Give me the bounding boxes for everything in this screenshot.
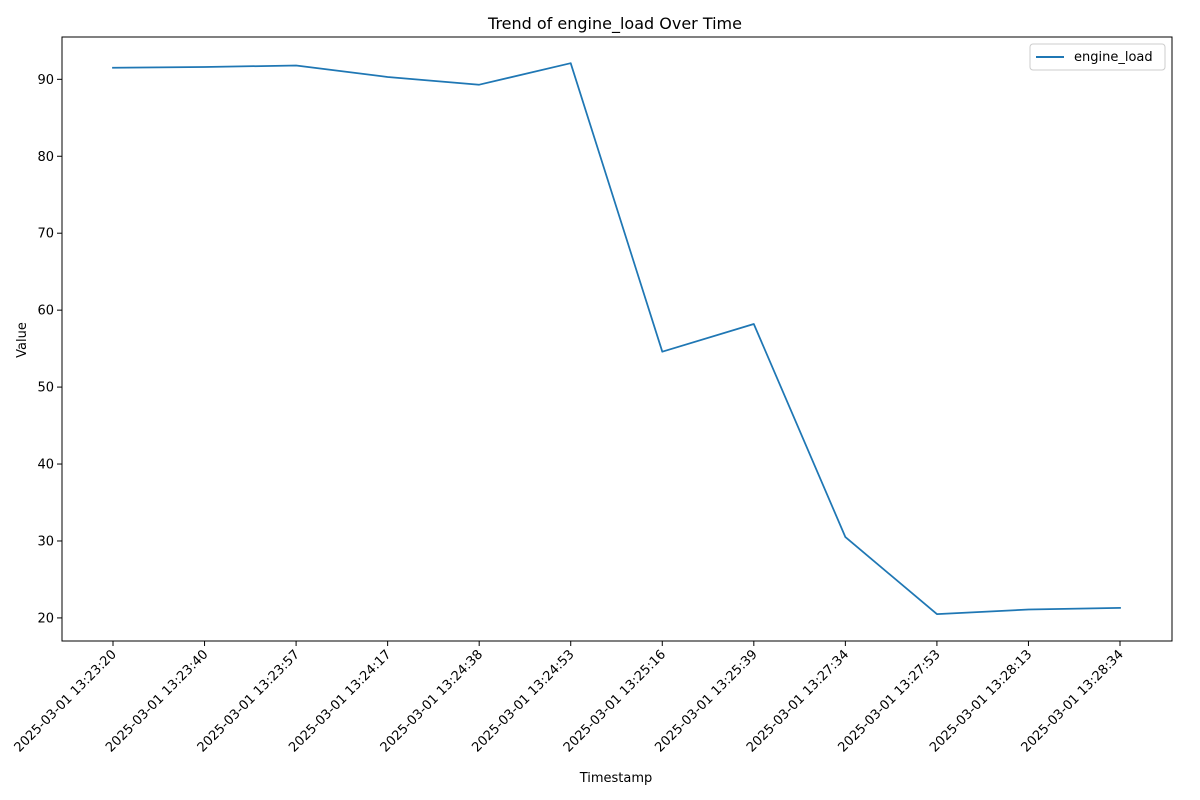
x-tick-label: 2025-03-01 13:24:17 [286, 647, 394, 755]
x-tick-label: 2025-03-01 13:28:13 [927, 647, 1035, 755]
y-tick-label: 90 [37, 73, 54, 88]
x-tick-label: 2025-03-01 13:24:53 [469, 647, 577, 755]
y-tick-label: 40 [37, 458, 54, 473]
y-axis-label: Value [15, 322, 30, 358]
series-layer [112, 62, 1121, 615]
x-tick-label: 2025-03-01 13:23:40 [103, 647, 211, 755]
x-tick-label: 2025-03-01 13:25:16 [561, 647, 669, 755]
y-tick-label: 80 [37, 150, 54, 165]
x-axis-label: Timestamp [579, 771, 653, 786]
x-tick-label: 2025-03-01 13:27:53 [835, 647, 943, 755]
legend-label: engine_load [1074, 50, 1153, 65]
y-axis: 20 30 40 50 60 70 80 90 [37, 73, 62, 626]
x-tick-label: 2025-03-01 13:25:39 [652, 647, 760, 755]
x-tick-label: 2025-03-01 13:27:34 [744, 647, 852, 755]
series-line-engine-load [112, 62, 1121, 615]
legend-box [1029, 43, 1166, 71]
y-tick-label: 60 [37, 304, 54, 319]
y-tick-label: 20 [37, 611, 54, 626]
x-tick-label: 2025-03-01 13:23:57 [195, 647, 303, 755]
y-tick-label: 30 [37, 534, 54, 549]
x-tick-label: 2025-03-01 13:28:34 [1019, 647, 1127, 755]
legend: engine_load [1029, 43, 1166, 71]
plot-frame [61, 36, 1173, 642]
chart-title: Trend of engine_load Over Time [487, 14, 742, 34]
x-tick-label: 2025-03-01 13:23:20 [12, 647, 120, 755]
x-tick-label: 2025-03-01 13:24:38 [378, 647, 486, 755]
y-tick-label: 50 [37, 381, 54, 396]
y-tick-label: 70 [37, 227, 54, 242]
